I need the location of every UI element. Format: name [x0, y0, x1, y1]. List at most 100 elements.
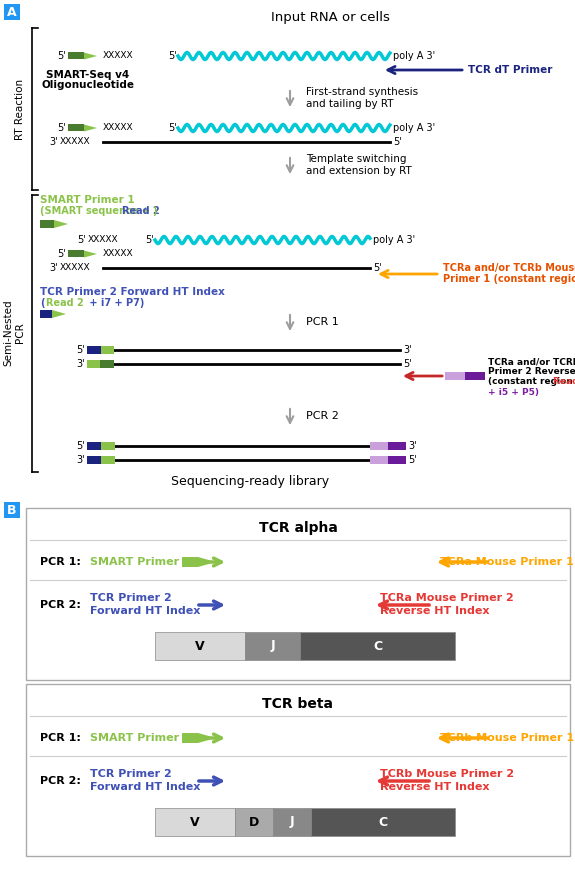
Text: XXXXX: XXXXX: [103, 250, 133, 259]
Text: TCRa and/or TCRb Mouse: TCRa and/or TCRb Mouse: [488, 357, 575, 366]
Text: 3': 3': [49, 137, 58, 147]
Text: ): ): [152, 206, 156, 216]
Bar: [68, 251, 84, 258]
Text: TCRa Mouse Primer 2: TCRa Mouse Primer 2: [380, 593, 513, 603]
Text: Reverse HT Index: Reverse HT Index: [380, 782, 489, 792]
Polygon shape: [54, 220, 68, 228]
Polygon shape: [84, 251, 97, 258]
Bar: [388, 442, 406, 450]
Polygon shape: [84, 53, 97, 60]
Text: Forward HT Index: Forward HT Index: [90, 606, 200, 616]
Text: poly A 3': poly A 3': [393, 123, 435, 133]
Text: Read 2: Read 2: [122, 206, 160, 216]
Bar: [40, 310, 52, 318]
Text: (SMART sequence +: (SMART sequence +: [40, 206, 154, 216]
Text: 3': 3': [76, 455, 85, 465]
Text: PCR 1:: PCR 1:: [40, 557, 81, 567]
Bar: [87, 442, 101, 450]
Text: PCR 2: PCR 2: [306, 411, 339, 421]
Text: SMART-Seq v4: SMART-Seq v4: [47, 70, 129, 80]
Bar: [101, 442, 115, 450]
Text: TCR Primer 2: TCR Primer 2: [90, 769, 172, 779]
Text: TCR Primer 2 Forward HT Index: TCR Primer 2 Forward HT Index: [40, 287, 225, 297]
Bar: [87, 456, 101, 464]
Text: 5': 5': [76, 441, 85, 451]
Text: PCR 1:: PCR 1:: [40, 733, 81, 743]
Text: (: (: [40, 298, 44, 308]
Bar: [245, 632, 300, 660]
Text: poly A 3': poly A 3': [373, 235, 415, 245]
Text: XXXXX: XXXXX: [88, 236, 118, 245]
Text: 5': 5': [373, 263, 382, 273]
Text: Sequencing-ready library: Sequencing-ready library: [171, 475, 329, 488]
Text: + i7 + P7): + i7 + P7): [86, 298, 144, 308]
Text: SMART Primer 1: SMART Primer 1: [40, 195, 135, 205]
Text: Input RNA or cells: Input RNA or cells: [271, 11, 389, 25]
Text: 5': 5': [168, 51, 177, 61]
Bar: [445, 372, 465, 380]
Text: 5': 5': [403, 359, 412, 369]
Text: + i5 + P5): + i5 + P5): [488, 387, 539, 397]
Bar: [370, 442, 388, 450]
Text: Forward HT Index: Forward HT Index: [90, 782, 200, 792]
Text: J: J: [270, 640, 275, 652]
Bar: [4, 4, 20, 20]
Text: PCR 2:: PCR 2:: [40, 776, 81, 786]
Text: 5': 5': [393, 137, 402, 147]
Bar: [100, 360, 114, 368]
Bar: [155, 632, 245, 660]
Text: TCR Primer 2: TCR Primer 2: [90, 593, 172, 603]
Text: C: C: [378, 816, 388, 828]
Bar: [182, 733, 198, 743]
Bar: [87, 346, 101, 354]
Text: 5': 5': [168, 123, 177, 133]
Text: PCR 1: PCR 1: [306, 317, 339, 327]
Text: 3': 3': [76, 359, 85, 369]
Text: C: C: [373, 640, 382, 652]
Text: 5': 5': [145, 235, 154, 245]
Text: TCR beta: TCR beta: [263, 697, 334, 711]
Bar: [4, 502, 20, 518]
Text: Semi-Nested
PCR: Semi-Nested PCR: [3, 300, 25, 366]
Text: SMART Primer 1: SMART Primer 1: [90, 733, 191, 743]
Bar: [235, 808, 273, 836]
Text: 3': 3': [408, 441, 417, 451]
Text: 5': 5': [76, 345, 85, 355]
Bar: [182, 557, 198, 567]
Text: poly A 3': poly A 3': [393, 51, 435, 61]
Text: (constant region +: (constant region +: [488, 378, 575, 386]
Text: RT Reaction: RT Reaction: [15, 78, 25, 140]
Bar: [388, 456, 406, 464]
Bar: [101, 346, 114, 354]
Text: PCR 2:: PCR 2:: [40, 600, 81, 610]
Bar: [101, 456, 115, 464]
Text: J: J: [290, 816, 294, 828]
Text: B: B: [7, 503, 17, 517]
Text: 5': 5': [408, 455, 417, 465]
FancyBboxPatch shape: [26, 508, 570, 680]
FancyBboxPatch shape: [26, 684, 570, 856]
Bar: [465, 372, 485, 380]
Text: TCR dT Primer: TCR dT Primer: [468, 65, 553, 75]
Text: 3': 3': [49, 263, 58, 273]
Text: Oligonucleotide: Oligonucleotide: [41, 80, 135, 90]
Text: V: V: [190, 816, 200, 828]
Text: Reverse HT Index: Reverse HT Index: [380, 606, 489, 616]
Text: Read 1: Read 1: [553, 378, 575, 386]
Text: V: V: [195, 640, 205, 652]
Text: XXXXX: XXXXX: [60, 137, 91, 146]
Bar: [370, 456, 388, 464]
Text: TCRb Mouse Primer 1: TCRb Mouse Primer 1: [440, 733, 574, 743]
Bar: [87, 360, 100, 368]
Text: 5': 5': [58, 123, 66, 133]
Text: Template switching
and extension by RT: Template switching and extension by RT: [306, 154, 412, 176]
Text: XXXXX: XXXXX: [103, 123, 133, 133]
Text: TCRb Mouse Primer 2: TCRb Mouse Primer 2: [380, 769, 514, 779]
Text: Primer 1 (constant region): Primer 1 (constant region): [443, 274, 575, 284]
Text: 5': 5': [77, 235, 86, 245]
Bar: [273, 808, 311, 836]
Text: First-strand synthesis
and tailing by RT: First-strand synthesis and tailing by RT: [306, 87, 418, 109]
Bar: [40, 220, 54, 228]
Text: XXXXX: XXXXX: [103, 52, 133, 61]
Polygon shape: [198, 733, 216, 743]
